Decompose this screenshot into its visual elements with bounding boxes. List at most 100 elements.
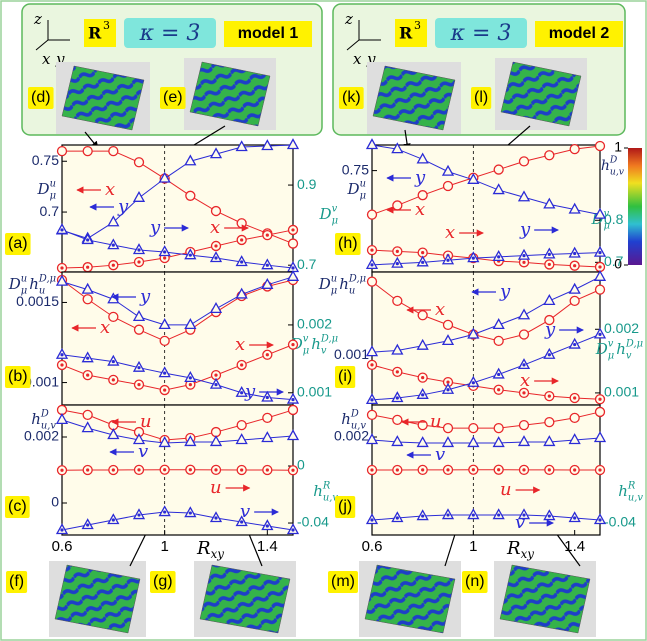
marker-dot <box>86 468 89 471</box>
marker <box>237 421 246 430</box>
space-sup: 3 <box>414 19 421 32</box>
label-sup: u <box>21 274 27 285</box>
data-point <box>596 466 605 475</box>
data-point <box>237 235 246 244</box>
tag-text: (g) <box>153 573 173 590</box>
data-point <box>263 350 272 359</box>
label-sub: u,v <box>351 421 366 432</box>
surface-image <box>495 58 587 130</box>
label-base: R <box>506 538 521 559</box>
y2-tick-label: 0.002 <box>297 316 332 332</box>
marker <box>570 413 579 422</box>
data-point <box>289 466 298 475</box>
marker-dot <box>396 250 399 253</box>
series-label: u <box>140 411 152 432</box>
y2-tick-label: 0.001 <box>297 383 332 399</box>
label-sub: u,v <box>41 421 56 432</box>
series-label: y <box>244 381 256 402</box>
marker-dot <box>189 468 192 471</box>
marker-dot <box>112 518 115 521</box>
marker-dot <box>112 244 115 247</box>
marker-dot <box>163 256 166 259</box>
label-sub: xy <box>211 547 225 561</box>
marker <box>444 181 453 190</box>
data-point <box>212 465 221 474</box>
panel-tag: (b) <box>5 366 31 388</box>
panel-tag: (k) <box>339 87 364 109</box>
marker-dot <box>497 373 500 376</box>
label-base: R <box>196 538 211 559</box>
label-sub: μ <box>331 286 337 297</box>
marker-dot <box>163 372 166 375</box>
data-point <box>263 231 272 240</box>
data-point <box>596 407 605 416</box>
y2-tick-label: 0.7 <box>604 253 624 269</box>
data-point <box>288 140 298 149</box>
series-label: x <box>210 217 220 238</box>
model-label: model 2 <box>549 25 610 42</box>
series-label: u <box>210 477 222 498</box>
marker <box>135 325 144 334</box>
data-point <box>570 296 579 305</box>
data-point <box>58 263 67 272</box>
marker <box>469 424 478 433</box>
series-label: u <box>430 411 442 432</box>
plot-area <box>372 145 600 272</box>
marker-dot <box>370 263 373 266</box>
y2-tick-label: 0 <box>297 457 305 473</box>
marker-dot <box>137 366 140 369</box>
data-point <box>494 465 503 474</box>
plot-area <box>62 145 293 272</box>
series-label: v <box>515 512 525 533</box>
marker-dot <box>266 234 269 237</box>
marker-dot <box>291 469 294 472</box>
data-point <box>237 360 246 369</box>
label-sup: D,μ <box>320 334 338 345</box>
marker <box>570 296 579 305</box>
marker-dot <box>573 264 576 267</box>
data-point <box>570 394 579 403</box>
marker-dot <box>112 468 115 471</box>
label-sup: v <box>332 204 338 215</box>
marker-dot <box>86 357 89 360</box>
data-point <box>393 415 402 424</box>
marker-dot <box>112 264 115 267</box>
data-point <box>444 424 453 433</box>
data-point <box>545 260 554 269</box>
marker-dot <box>214 374 217 377</box>
series-label: y <box>499 281 511 302</box>
kappa-label: κ = 3 <box>139 21 201 46</box>
label-sup: D <box>40 409 49 420</box>
marker-dot <box>291 343 294 346</box>
series-line <box>62 470 293 471</box>
marker <box>83 410 92 419</box>
data-point <box>263 413 272 422</box>
space-label: R <box>399 24 413 43</box>
marker-dot <box>446 468 449 471</box>
data-point <box>83 147 92 156</box>
data-point <box>469 424 478 433</box>
marker-dot <box>497 388 500 391</box>
marker-dot <box>240 468 243 471</box>
data-point <box>520 465 529 474</box>
label-sup: u <box>50 179 56 190</box>
data-point <box>393 247 402 256</box>
data-point <box>109 466 118 475</box>
axis-label: DuμhD,μu <box>318 274 366 297</box>
tag-text: (h) <box>338 235 358 252</box>
figure: zxyR3κ = 3model 1(d)(e)zxyR3κ = 3model 2… <box>0 0 647 641</box>
data-point <box>237 219 246 228</box>
model-label: model 1 <box>238 25 299 42</box>
label-base: D <box>318 275 331 293</box>
surface-image <box>184 58 276 130</box>
marker-dot <box>291 228 294 231</box>
label-sup: v <box>608 339 614 350</box>
label-sub: v <box>626 351 632 362</box>
data-point <box>596 285 605 294</box>
marker-dot <box>163 468 166 471</box>
marker-dot <box>86 523 89 526</box>
label-base: D <box>319 205 332 223</box>
data-point <box>186 191 195 200</box>
marker <box>288 140 298 149</box>
